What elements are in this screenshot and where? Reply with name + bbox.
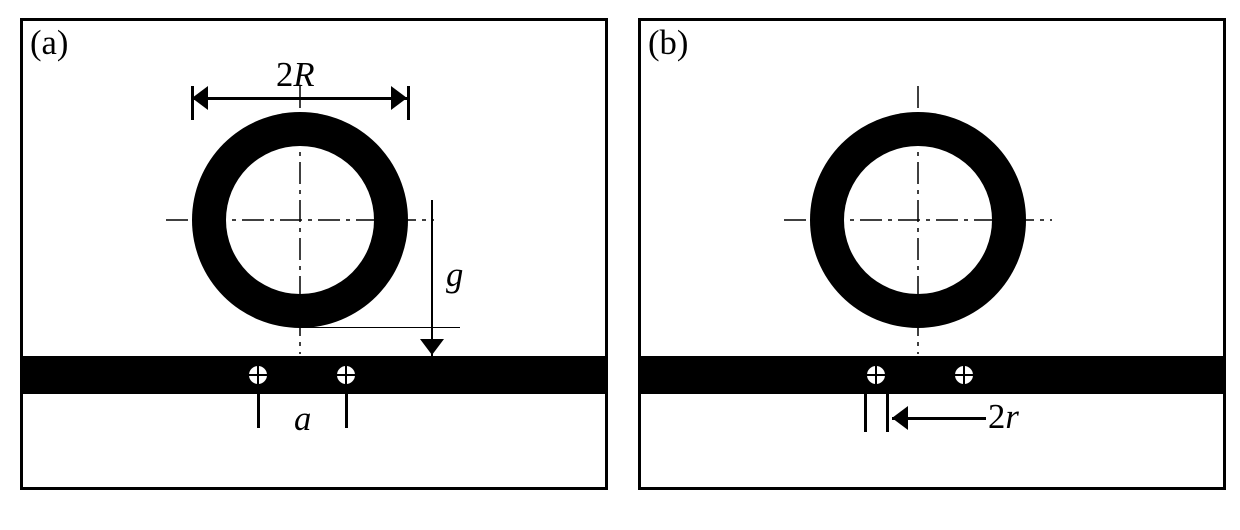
via-marker [335, 364, 357, 386]
via-marker [953, 364, 975, 386]
microstrip-line [23, 356, 605, 394]
dim-g-label: g [446, 256, 463, 295]
dim-2R-label: 2R [276, 56, 315, 95]
panel-label-b: (b) [648, 24, 688, 63]
dim-2R-line [192, 97, 408, 100]
via-marker [247, 364, 269, 386]
microstrip-line [641, 356, 1223, 394]
panel-label-a: (a) [30, 24, 68, 63]
dim-2r-label: 2r [988, 398, 1019, 437]
via-marker [865, 364, 887, 386]
dim-a-label: a [294, 400, 311, 439]
